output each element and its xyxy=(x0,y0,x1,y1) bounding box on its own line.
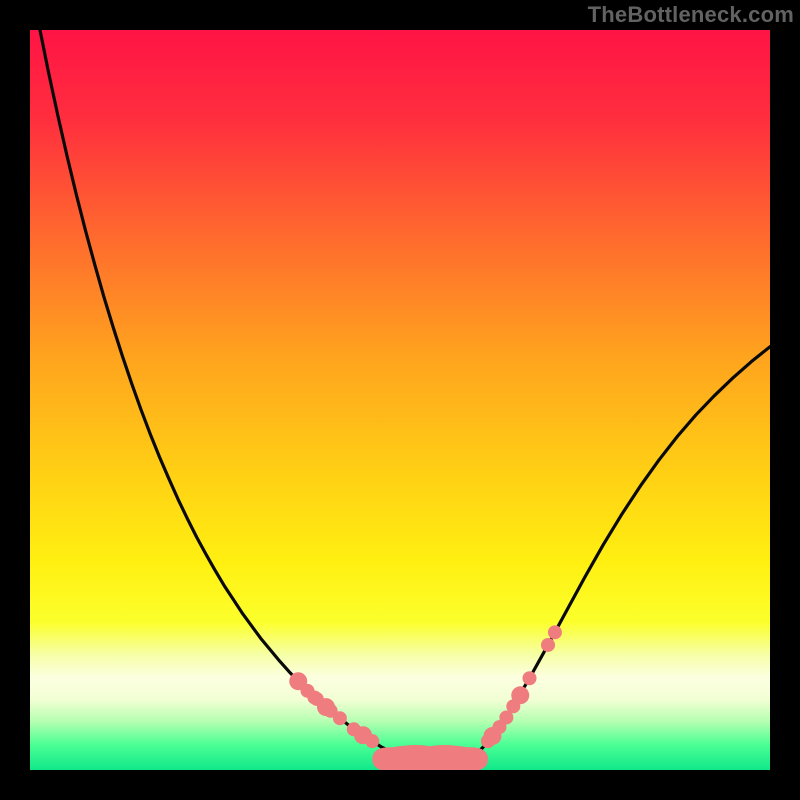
marker-base-blob xyxy=(372,745,488,773)
bottleneck-chart xyxy=(0,0,800,800)
curve-marker xyxy=(333,711,347,725)
curve-marker xyxy=(548,625,562,639)
curve-marker xyxy=(523,671,537,685)
curve-marker xyxy=(474,751,488,765)
curve-marker xyxy=(365,734,379,748)
stage: TheBottleneck.com xyxy=(0,0,800,800)
curve-marker xyxy=(511,686,529,704)
curve-marker xyxy=(541,638,555,652)
plot-background-gradient xyxy=(30,30,770,770)
